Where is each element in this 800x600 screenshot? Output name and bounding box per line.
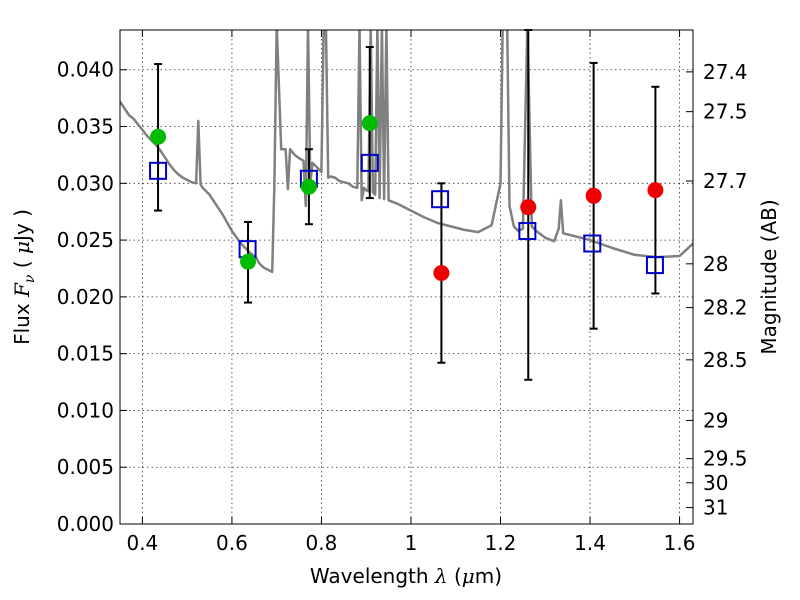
mag-tick-label: 29.5 — [703, 447, 748, 471]
x-tick-label: 1.2 — [485, 531, 517, 555]
mag-tick-label: 28.2 — [703, 296, 748, 320]
x-tick-label: 1.4 — [574, 531, 606, 555]
mag-tick-label: 31 — [703, 496, 728, 520]
nir-detection-point — [433, 265, 450, 282]
model-spectrum-line — [120, 30, 693, 274]
x-tick-label: 1 — [405, 531, 418, 555]
y2-axis-label: Magnitude (AB) — [757, 199, 781, 354]
mag-tick-label: 30 — [703, 471, 728, 495]
model-photometry-square — [518, 222, 537, 241]
mag-tick-label: 27.7 — [703, 169, 748, 193]
model-photometry-square — [583, 234, 602, 253]
y-tick-label: 0.010 — [57, 398, 114, 422]
detection-points-layer — [150, 115, 664, 282]
x-tick-label: 0.6 — [216, 531, 248, 555]
y-axis-label: Flux Fν ( μJy ) — [10, 209, 38, 345]
optical-detection-point — [240, 253, 257, 270]
y-tick-label: 0.025 — [57, 228, 114, 252]
y-tick-label: 0.035 — [57, 115, 114, 139]
y-tick-label: 0.000 — [57, 512, 114, 536]
nir-detection-point — [585, 187, 602, 204]
nir-detection-point — [520, 199, 537, 216]
optical-detection-point — [300, 178, 317, 195]
model-photometry-square — [360, 153, 379, 172]
plot-frame — [119, 29, 694, 525]
model-photometry-square — [431, 190, 450, 209]
y-tick-label: 0.015 — [57, 342, 114, 366]
optical-detection-point — [361, 115, 378, 132]
model-spectrum-layer — [120, 30, 693, 274]
y-tick-label: 0.020 — [57, 285, 114, 309]
model-photometry-square — [149, 161, 168, 180]
x-tick-label: 0.4 — [126, 531, 158, 555]
mag-tick-label: 27.4 — [703, 60, 748, 84]
nir-detection-point — [647, 182, 664, 199]
y-tick-label: 0.030 — [57, 171, 114, 195]
model-photometry-square — [645, 256, 664, 275]
mag-tick-label: 27.5 — [703, 100, 748, 124]
x-tick-label: 1.6 — [664, 531, 696, 555]
mag-tick-label: 28.5 — [703, 348, 748, 372]
optical-detection-point — [150, 128, 167, 145]
x-axis-label: Wavelength λ (μm) — [310, 564, 502, 588]
x-tick-label: 0.8 — [306, 531, 338, 555]
mag-tick-label: 28 — [703, 252, 728, 276]
axis-ticks-layer: 0.4 0.6 0.8 1 1.2 1.4 1.6 0.000 0.005 0.010 0.015 0… — [57, 30, 748, 555]
y-tick-label: 0.005 — [57, 455, 114, 479]
y-tick-label: 0.040 — [57, 58, 114, 82]
mag-tick-label: 29 — [703, 408, 728, 432]
